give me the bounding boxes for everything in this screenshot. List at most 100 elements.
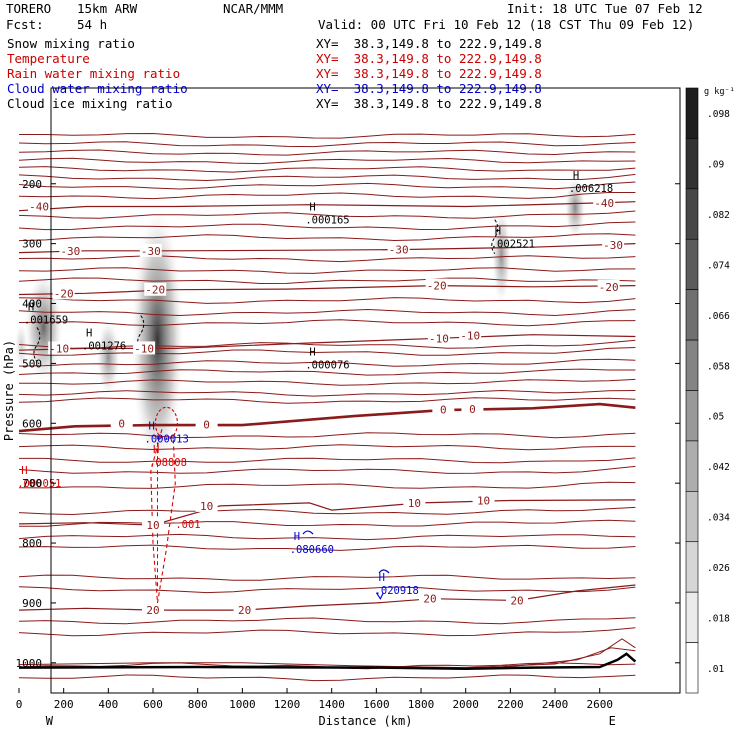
temperature-contour: [18, 141, 636, 148]
colorbar-tick-label: .074: [707, 260, 730, 271]
colorbar-tick-label: .042: [707, 462, 730, 473]
temperature-contour: [18, 617, 636, 625]
temperature-contour: [18, 481, 636, 489]
x-tick-label: 1000: [229, 698, 256, 711]
valid-time: Valid: 00 UTC Fri 10 Feb 12 (18 CST Thu …: [318, 17, 695, 32]
extremum-mark: H: [309, 347, 315, 359]
x-tick-label: 2200: [497, 698, 524, 711]
temperature-label: 10: [477, 495, 490, 508]
temperature-contour: [18, 221, 636, 231]
x-tick-label: 600: [143, 698, 163, 711]
colorbar-swatch: [685, 440, 699, 492]
temperature-contour: [18, 674, 636, 682]
field-xy: XY= 38.3,149.8 to 222.9,149.8: [316, 51, 542, 66]
cloud-water-contour: [378, 569, 390, 574]
colorbar-tick-label: .018: [707, 613, 730, 624]
temperature-contour: [18, 233, 636, 242]
terrain-line: [18, 652, 637, 671]
x-tick-label: 2400: [542, 698, 569, 711]
colorbar-tick-label: .09: [707, 160, 724, 171]
y-axis-label: Pressure (hPa): [2, 340, 16, 441]
temperature-contours: [18, 132, 636, 682]
colorbar-tick-label: .082: [707, 210, 730, 221]
temperature-label-bg: [387, 242, 410, 256]
x-tick-label: 1800: [408, 698, 435, 711]
temperature-contour: [18, 627, 636, 637]
x-tick-label: 0: [16, 698, 23, 711]
x-tick-label: 1400: [318, 698, 345, 711]
temperature-contour: [18, 397, 636, 404]
extremum-mark: H: [495, 226, 501, 238]
center-name: NCAR/MMM: [223, 1, 284, 16]
axes: 0 200 400 600 800 1000 1200 1400 1600 1800 2000 220…: [2, 87, 681, 728]
colorbar-tick-label: .098: [707, 109, 730, 120]
extremum-value: .08808: [149, 457, 187, 469]
snow-shading-blob: [96, 317, 121, 397]
temperature-label-bg: [142, 518, 165, 532]
colorbar-swatch: [685, 289, 699, 341]
temperature-label-bg: [195, 417, 218, 431]
cloud-water-contour: [302, 530, 314, 535]
temperature-label: 10: [146, 519, 159, 532]
x-axis-label: Distance (km): [319, 714, 413, 728]
extremum-mark: H: [309, 202, 315, 214]
temperature-label-bg: [418, 591, 441, 605]
temperature-contour: [18, 389, 636, 397]
x-tick-label: 400: [98, 698, 118, 711]
temperature-label: -10: [460, 329, 480, 342]
temperature-contour: [18, 284, 636, 296]
rain-contour-label: .001: [175, 519, 200, 531]
colorbar-swatch: [685, 642, 699, 694]
temperature-label: -40: [594, 197, 614, 210]
temperature-label: 20: [146, 604, 159, 617]
temperature-contour: [18, 297, 636, 304]
extremum-value: .001276: [82, 340, 126, 352]
y-tick-label: 800: [22, 537, 42, 550]
extremum-value: .002521: [491, 239, 535, 251]
temperature-label-bg: [139, 243, 162, 257]
y-tick-label: 200: [22, 178, 42, 191]
temperature-label: -40: [29, 201, 49, 214]
temperature-label: 0: [440, 404, 447, 417]
y-tick-label: 1000: [16, 657, 43, 670]
colorbar-tick-label: .026: [707, 563, 730, 574]
temperature-contour: [19, 132, 636, 139]
temperature-contour: [18, 378, 636, 386]
mixing-ratio-shading: [14, 175, 586, 476]
extremum-value: .000051: [17, 478, 61, 490]
cloud-ice-contour: [491, 219, 499, 254]
temperature-contour: [18, 149, 636, 156]
temperature-contour: [18, 173, 636, 182]
temperature-contour: [487, 647, 636, 670]
temperature-label-bg: [427, 331, 450, 345]
temperature-contour: [18, 201, 636, 212]
y-tick-label: 500: [22, 357, 42, 370]
colorbar-swatch: [685, 390, 699, 442]
y-tick-label: 700: [22, 477, 42, 490]
y-tick-label: 600: [22, 417, 42, 430]
colorbar: .098 .09 .082 .074 .066 .058 .05 .042 .034 .026 .0…: [685, 87, 735, 694]
temperature-contour: [19, 457, 636, 464]
temperature-label-bg: [403, 495, 426, 509]
temperature-label: -10: [134, 342, 154, 355]
field-xy: XY= 38.3,149.8 to 222.9,149.8: [316, 66, 542, 81]
x-tick-label: 1600: [363, 698, 390, 711]
snow-shading-blob: [130, 202, 185, 476]
rain-contour: [150, 429, 176, 603]
colorbar-swatch: [685, 339, 699, 391]
colorbar-swatch: [685, 591, 699, 643]
rain-water-contours: [150, 406, 178, 603]
temperature-contour: [18, 334, 636, 351]
extremum-mark: H: [28, 302, 34, 314]
temperature-label: 0: [469, 403, 476, 416]
temperature-contour: [18, 432, 636, 439]
temperature-contour: [18, 319, 636, 327]
field-xy: XY= 38.3,149.8 to 222.9,149.8: [316, 36, 542, 51]
colorbar-tick-label: .058: [707, 361, 730, 372]
temperature-label: -30: [603, 239, 623, 252]
x-tick-label: 2000: [452, 698, 479, 711]
temperature-contour: [18, 574, 636, 581]
field-label: Temperature: [7, 51, 90, 66]
x-tick-label: 1200: [274, 698, 301, 711]
